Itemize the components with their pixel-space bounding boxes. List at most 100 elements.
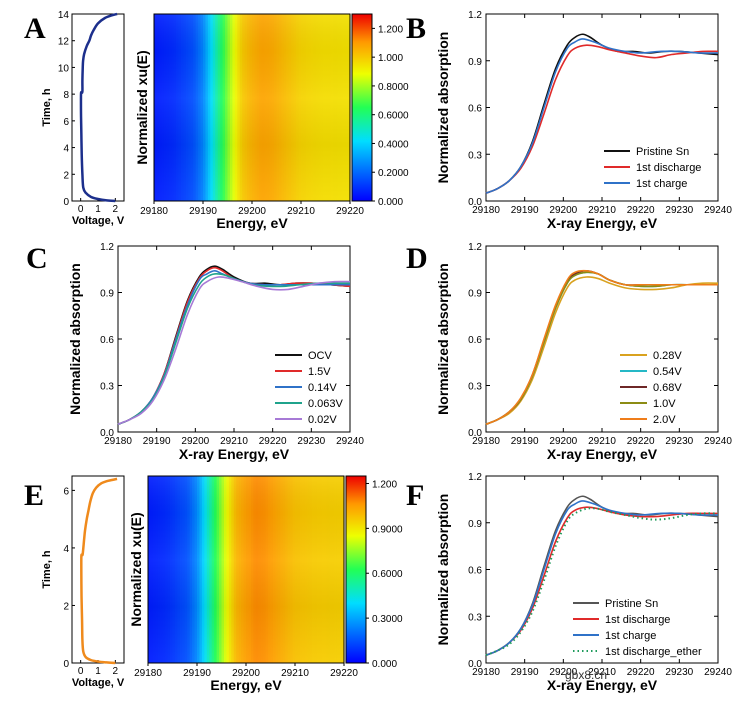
x-tick-label: 29190	[189, 206, 217, 217]
plot-frame	[485, 245, 719, 433]
x-tick-label: 29240	[704, 205, 732, 216]
x-tick-label: 29200	[549, 436, 577, 447]
x-tick-label: 29210	[588, 667, 616, 678]
chart-F: 29180 29190 29200 29210 29220 29230 29240 0.0 0.…	[406, 472, 732, 693]
watermark: gbx8.cn	[565, 668, 607, 682]
legend-label: 1st discharge_ether	[605, 646, 702, 658]
y-tick-label: 4	[63, 144, 69, 155]
x-tick-label: 1	[95, 204, 101, 215]
x-axis-label: Voltage, V	[72, 215, 125, 227]
legend-label: 0.28V	[653, 350, 682, 362]
x-tick-label: 29220	[627, 667, 655, 678]
y-tick-label: 0.6	[468, 104, 482, 115]
x-tick-label: 29240	[704, 436, 732, 447]
y-tick-label: 0.6	[468, 566, 482, 577]
x-axis-label: X-ray Energy, eV	[547, 215, 658, 231]
y-tick-label: 0.0	[100, 428, 114, 439]
series-line-1st-charge	[485, 500, 719, 656]
x-tick-label: 29210	[281, 668, 309, 679]
x-tick-label: 29200	[232, 668, 260, 679]
panel-letter: C	[26, 242, 48, 275]
x-tick-label: 29190	[511, 436, 539, 447]
y-tick-label: 0.6	[468, 335, 482, 346]
colorbar-tick-label: 0.000	[378, 197, 403, 208]
x-tick-label: 29210	[588, 436, 616, 447]
y-tick-label: 0	[63, 197, 69, 208]
series-line-0.063v	[117, 273, 350, 425]
y-tick-label: 0.3	[100, 382, 114, 393]
x-tick-label: 29180	[472, 436, 500, 447]
chart-C: 29180 29190 29200 29210 29220 29230 29240 0.0 0.…	[26, 242, 364, 462]
x-tick-label: 29230	[665, 667, 693, 678]
colorbar-tick-label: 1.000	[378, 53, 403, 64]
chart-A-map: 29180 29190 29200 29210 29220 Energy, eV Norma…	[134, 13, 409, 231]
x-tick-label: 2	[113, 666, 119, 677]
x-tick-label: 29180	[104, 436, 132, 447]
plot-frame	[71, 475, 125, 664]
x-tick-label: 0	[78, 204, 84, 215]
y-tick-label: 0.9	[468, 289, 482, 300]
legend-label: 0.68V	[653, 382, 682, 394]
y-tick-label: 0.3	[468, 612, 482, 623]
x-tick-label: 29190	[511, 205, 539, 216]
x-axis-label: X-ray Energy, eV	[547, 446, 658, 462]
voltage-time-curve	[80, 477, 118, 665]
legend-label: 0.14V	[308, 382, 337, 394]
colorbar-tick-label: 0.6000	[372, 569, 403, 580]
y-tick-label: 2	[63, 601, 69, 612]
x-axis-label: Voltage, V	[72, 677, 125, 689]
legend-label: Pristine Sn	[605, 598, 658, 610]
x-tick-label: 29190	[183, 668, 211, 679]
x-tick-label: 29210	[287, 206, 315, 217]
x-tick-label: 1	[95, 666, 101, 677]
chart-B: 29180 29190 29200 29210 29220 29230 29240 0.0 0.…	[406, 10, 732, 231]
panel-letter: D	[406, 242, 428, 275]
panel-letter: E	[24, 479, 44, 512]
legend-label: 0.54V	[653, 366, 682, 378]
x-tick-label: 29210	[220, 436, 248, 447]
colorbar-tick-label: 0.3000	[372, 614, 403, 625]
y-tick-label: 1.2	[100, 242, 114, 253]
legend-label: 1st discharge	[605, 614, 670, 626]
series-line-1st-discharge	[485, 506, 718, 656]
x-axis-label: Energy, eV	[216, 215, 288, 231]
series-line-1st-charge	[485, 38, 719, 194]
x-tick-label: 29220	[627, 436, 655, 447]
panel-letter: B	[406, 12, 426, 45]
heatmap-texture	[154, 14, 350, 201]
y-tick-label: 6	[63, 117, 69, 128]
y-tick-label: 10	[58, 63, 70, 74]
y-tick-label: 2	[63, 170, 69, 181]
panel-letter: A	[24, 12, 46, 45]
series-line-2.0v	[485, 269, 718, 425]
colorbar-tick-label: 1.200	[378, 24, 403, 35]
x-tick-label: 29230	[665, 436, 693, 447]
y-axis-label: Time, h	[41, 550, 53, 589]
y-tick-label: 6	[63, 486, 69, 497]
x-tick-label: 29190	[511, 667, 539, 678]
y-axis-label: Normalized absorption	[67, 263, 83, 415]
x-axis-label: X-ray Energy, eV	[547, 677, 658, 693]
plot-frame	[485, 475, 719, 664]
chart-D: 29180 29190 29200 29210 29220 29230 29240 0.0 0.…	[406, 242, 732, 462]
x-tick-label: 29230	[297, 436, 325, 447]
y-axis-label: Normalized xu(E)	[128, 512, 144, 626]
legend-label: 1.5V	[308, 366, 331, 378]
legend-label: 1st discharge	[636, 162, 701, 174]
x-tick-label: 29200	[181, 436, 209, 447]
legend-label: 0.063V	[308, 398, 344, 410]
x-tick-label: 29220	[330, 668, 358, 679]
colorbar	[345, 475, 367, 664]
y-tick-label: 0.0	[468, 428, 482, 439]
y-axis-label: Time, h	[41, 88, 53, 127]
colorbar-tick-label: 0.000	[372, 659, 397, 670]
legend-label: OCV	[308, 350, 333, 362]
x-tick-label: 29240	[704, 667, 732, 678]
x-tick-label: 29210	[588, 205, 616, 216]
y-tick-label: 14	[58, 10, 70, 21]
x-tick-label: 29200	[549, 667, 577, 678]
x-tick-label: 29240	[336, 436, 364, 447]
x-tick-label: 0	[78, 666, 84, 677]
legend-label: 1st charge	[636, 178, 687, 190]
